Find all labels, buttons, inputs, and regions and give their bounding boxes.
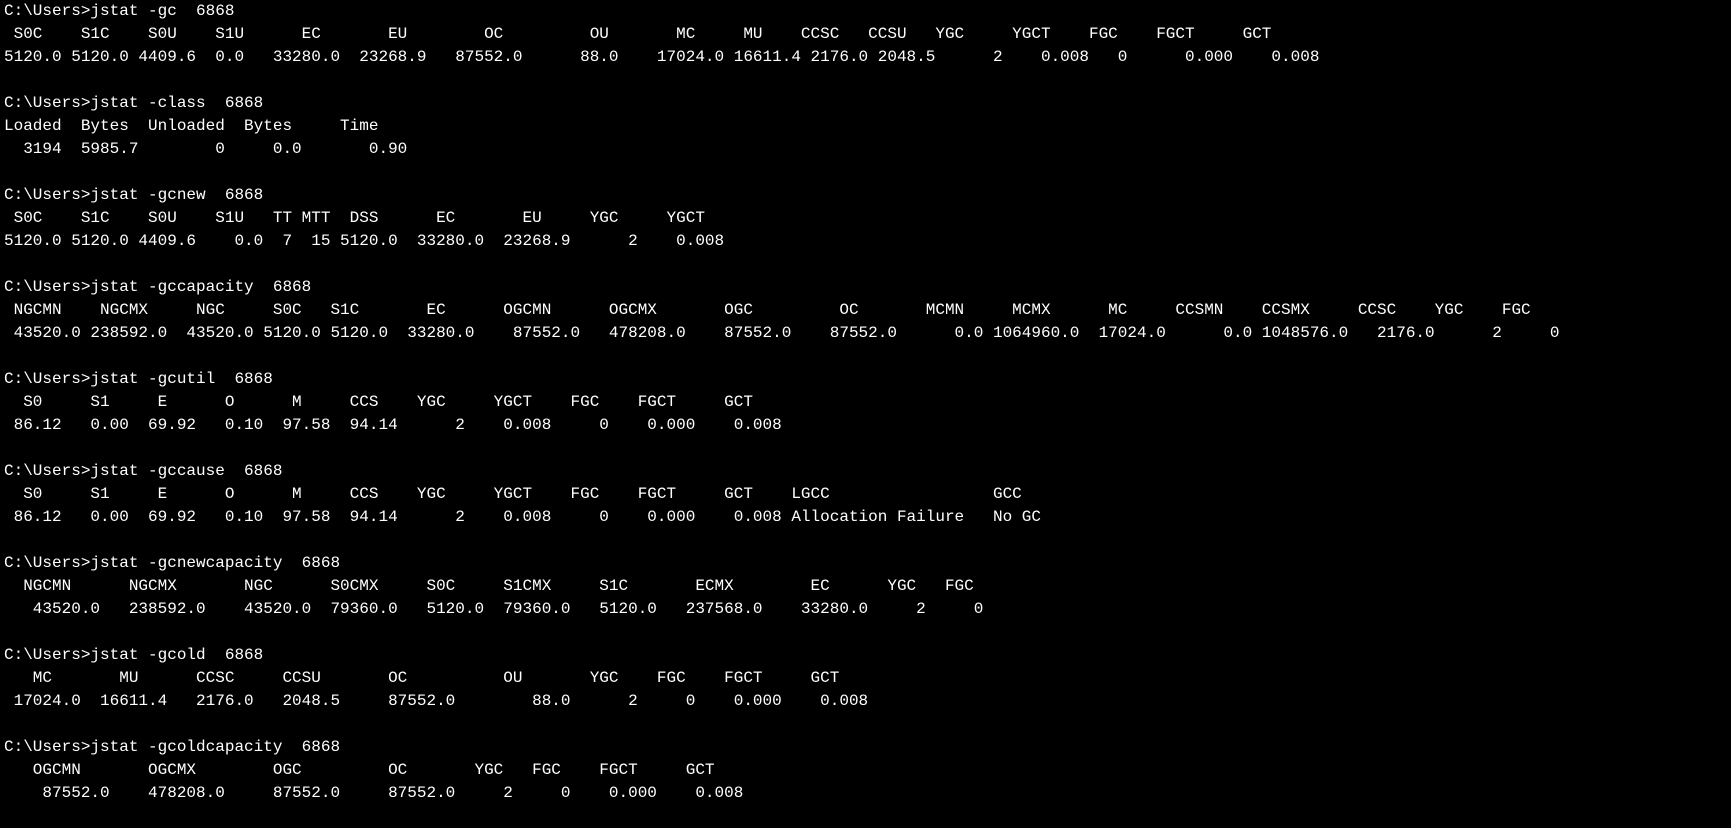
output-header: S0 S1 E O M CCS YGC YGCT FGC FGCT GCT LG… [4, 483, 1727, 506]
output-header: OGCMN OGCMX OGC OC YGC FGC FGCT GCT [4, 759, 1727, 782]
output-header: Loaded Bytes Unloaded Bytes Time [4, 115, 1727, 138]
prompt-line: C:\Users>jstat -gc 6868 [4, 0, 1727, 23]
output-values: 5120.0 5120.0 4409.6 0.0 33280.0 23268.9… [4, 46, 1727, 69]
prompt-line: C:\Users>jstat -gcutil 6868 [4, 368, 1727, 391]
output-values: 3194 5985.7 0 0.0 0.90 [4, 138, 1727, 161]
output-values: 87552.0 478208.0 87552.0 87552.0 2 0 0.0… [4, 782, 1727, 805]
output-header: NGCMN NGCMX NGC S0C S1C EC OGCMN OGCMX O… [4, 299, 1727, 322]
blank-line [4, 69, 1727, 92]
prompt-line: C:\Users>jstat -gcoldcapacity 6868 [4, 736, 1727, 759]
prompt-line: C:\Users>jstat -gcnew 6868 [4, 184, 1727, 207]
output-values: 17024.0 16611.4 2176.0 2048.5 87552.0 88… [4, 690, 1727, 713]
output-values: 5120.0 5120.0 4409.6 0.0 7 15 5120.0 332… [4, 230, 1727, 253]
prompt-line: C:\Users>jstat -gccapacity 6868 [4, 276, 1727, 299]
blank-line [4, 253, 1727, 276]
prompt-line: C:\Users>jstat -gcold 6868 [4, 644, 1727, 667]
prompt-line: C:\Users>jstat -gccause 6868 [4, 460, 1727, 483]
blank-line [4, 621, 1727, 644]
output-values: 43520.0 238592.0 43520.0 79360.0 5120.0 … [4, 598, 1727, 621]
blank-line [4, 345, 1727, 368]
output-values: 86.12 0.00 69.92 0.10 97.58 94.14 2 0.00… [4, 506, 1727, 529]
output-header: S0C S1C S0U S1U EC EU OC OU MC MU CCSC C… [4, 23, 1727, 46]
output-header: NGCMN NGCMX NGC S0CMX S0C S1CMX S1C ECMX… [4, 575, 1727, 598]
output-values: 43520.0 238592.0 43520.0 5120.0 5120.0 3… [4, 322, 1727, 345]
terminal-output: C:\Users>jstat -gc 6868 S0C S1C S0U S1U … [0, 0, 1731, 805]
blank-line [4, 713, 1727, 736]
blank-line [4, 161, 1727, 184]
blank-line [4, 529, 1727, 552]
output-values: 86.12 0.00 69.92 0.10 97.58 94.14 2 0.00… [4, 414, 1727, 437]
prompt-line: C:\Users>jstat -class 6868 [4, 92, 1727, 115]
output-header: MC MU CCSC CCSU OC OU YGC FGC FGCT GCT [4, 667, 1727, 690]
output-header: S0C S1C S0U S1U TT MTT DSS EC EU YGC YGC… [4, 207, 1727, 230]
output-header: S0 S1 E O M CCS YGC YGCT FGC FGCT GCT [4, 391, 1727, 414]
prompt-line: C:\Users>jstat -gcnewcapacity 6868 [4, 552, 1727, 575]
blank-line [4, 437, 1727, 460]
